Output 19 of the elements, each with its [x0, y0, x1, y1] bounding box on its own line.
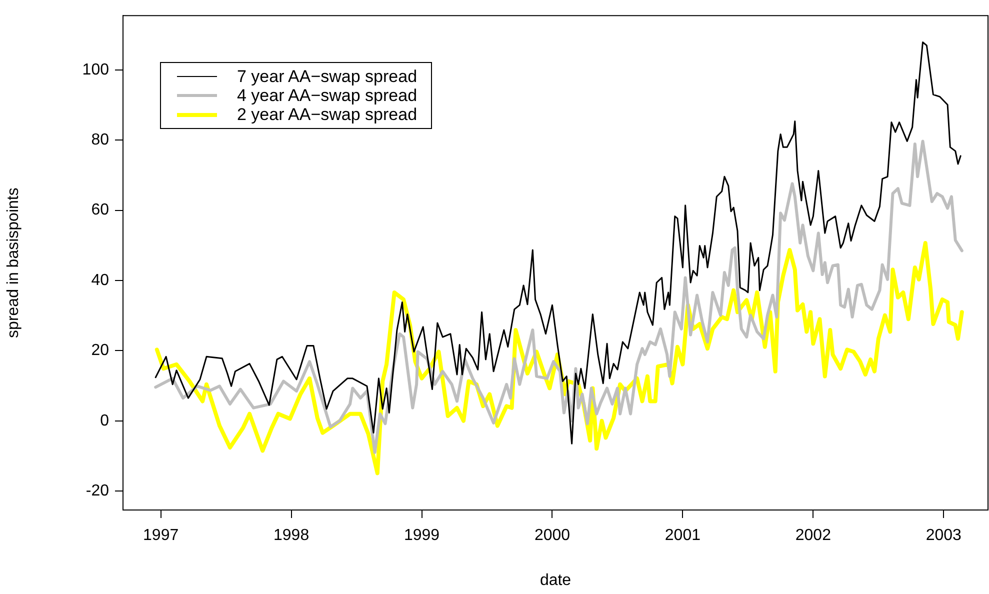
y-tick-label: 20	[91, 342, 110, 360]
y-tick-label: 60	[91, 202, 110, 219]
y-tick-label: 0	[100, 412, 110, 430]
x-tick-label: 1997	[143, 527, 179, 544]
x-tick-label: 1998	[274, 527, 310, 544]
y-tick-label: -20	[86, 482, 110, 500]
x-tick-label: 2003	[926, 527, 962, 544]
y-tick-label: 80	[91, 132, 110, 149]
y-axis-title: spread in basispoints	[5, 188, 22, 338]
x-tick-label: 1999	[404, 527, 440, 544]
x-tick-label: 2002	[795, 527, 832, 544]
y-tick-label: 100	[82, 61, 110, 78]
legend-label: 2 year AA−swap spread	[237, 105, 418, 124]
y-tick-label: 40	[91, 272, 110, 289]
x-tick-label: 2001	[664, 527, 701, 544]
legend-label: 4 year AA−swap spread	[237, 86, 418, 105]
x-tick-label: 2000	[534, 527, 570, 544]
legend-label: 7 year AA−swap spread	[237, 67, 418, 86]
x-axis-title: date	[540, 572, 572, 589]
